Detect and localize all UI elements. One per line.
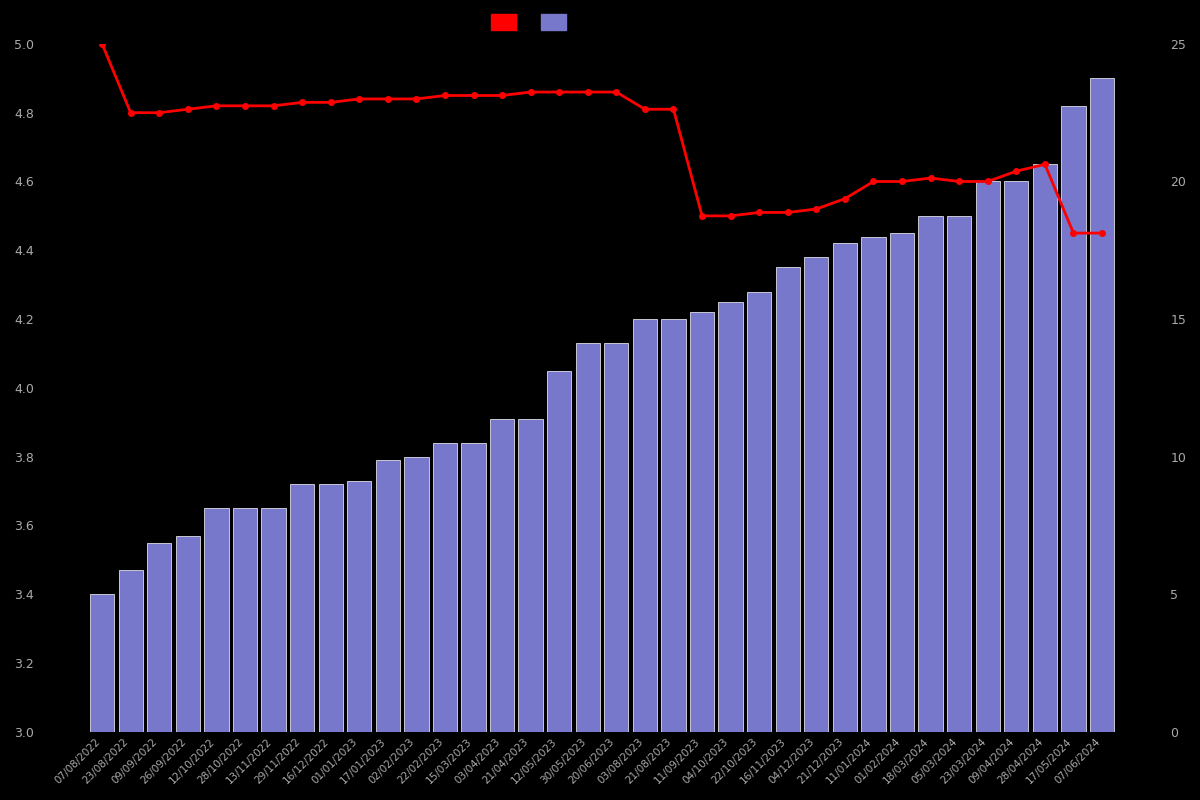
Bar <box>690 312 714 800</box>
Bar <box>404 457 428 800</box>
Bar <box>1004 182 1028 800</box>
Bar <box>661 319 685 800</box>
Bar <box>518 419 542 800</box>
Legend: , : , <box>487 10 582 34</box>
Bar <box>204 508 228 800</box>
Bar <box>119 570 143 800</box>
Bar <box>233 508 257 800</box>
Bar <box>347 481 371 800</box>
Bar <box>490 419 515 800</box>
Bar <box>433 443 457 800</box>
Bar <box>890 233 914 800</box>
Bar <box>605 343 629 800</box>
Bar <box>90 594 114 800</box>
Bar <box>1061 106 1086 800</box>
Bar <box>775 267 800 800</box>
Bar <box>1090 78 1114 800</box>
Bar <box>1033 164 1057 800</box>
Bar <box>318 484 343 800</box>
Bar <box>862 237 886 800</box>
Bar <box>748 291 772 800</box>
Bar <box>175 536 200 800</box>
Bar <box>461 443 486 800</box>
Bar <box>833 243 857 800</box>
Bar <box>804 257 828 800</box>
Bar <box>376 460 400 800</box>
Bar <box>918 216 943 800</box>
Bar <box>547 370 571 800</box>
Bar <box>576 343 600 800</box>
Bar <box>262 508 286 800</box>
Bar <box>947 216 971 800</box>
Bar <box>632 319 658 800</box>
Bar <box>976 182 1000 800</box>
Bar <box>290 484 314 800</box>
Bar <box>719 302 743 800</box>
Bar <box>148 542 172 800</box>
